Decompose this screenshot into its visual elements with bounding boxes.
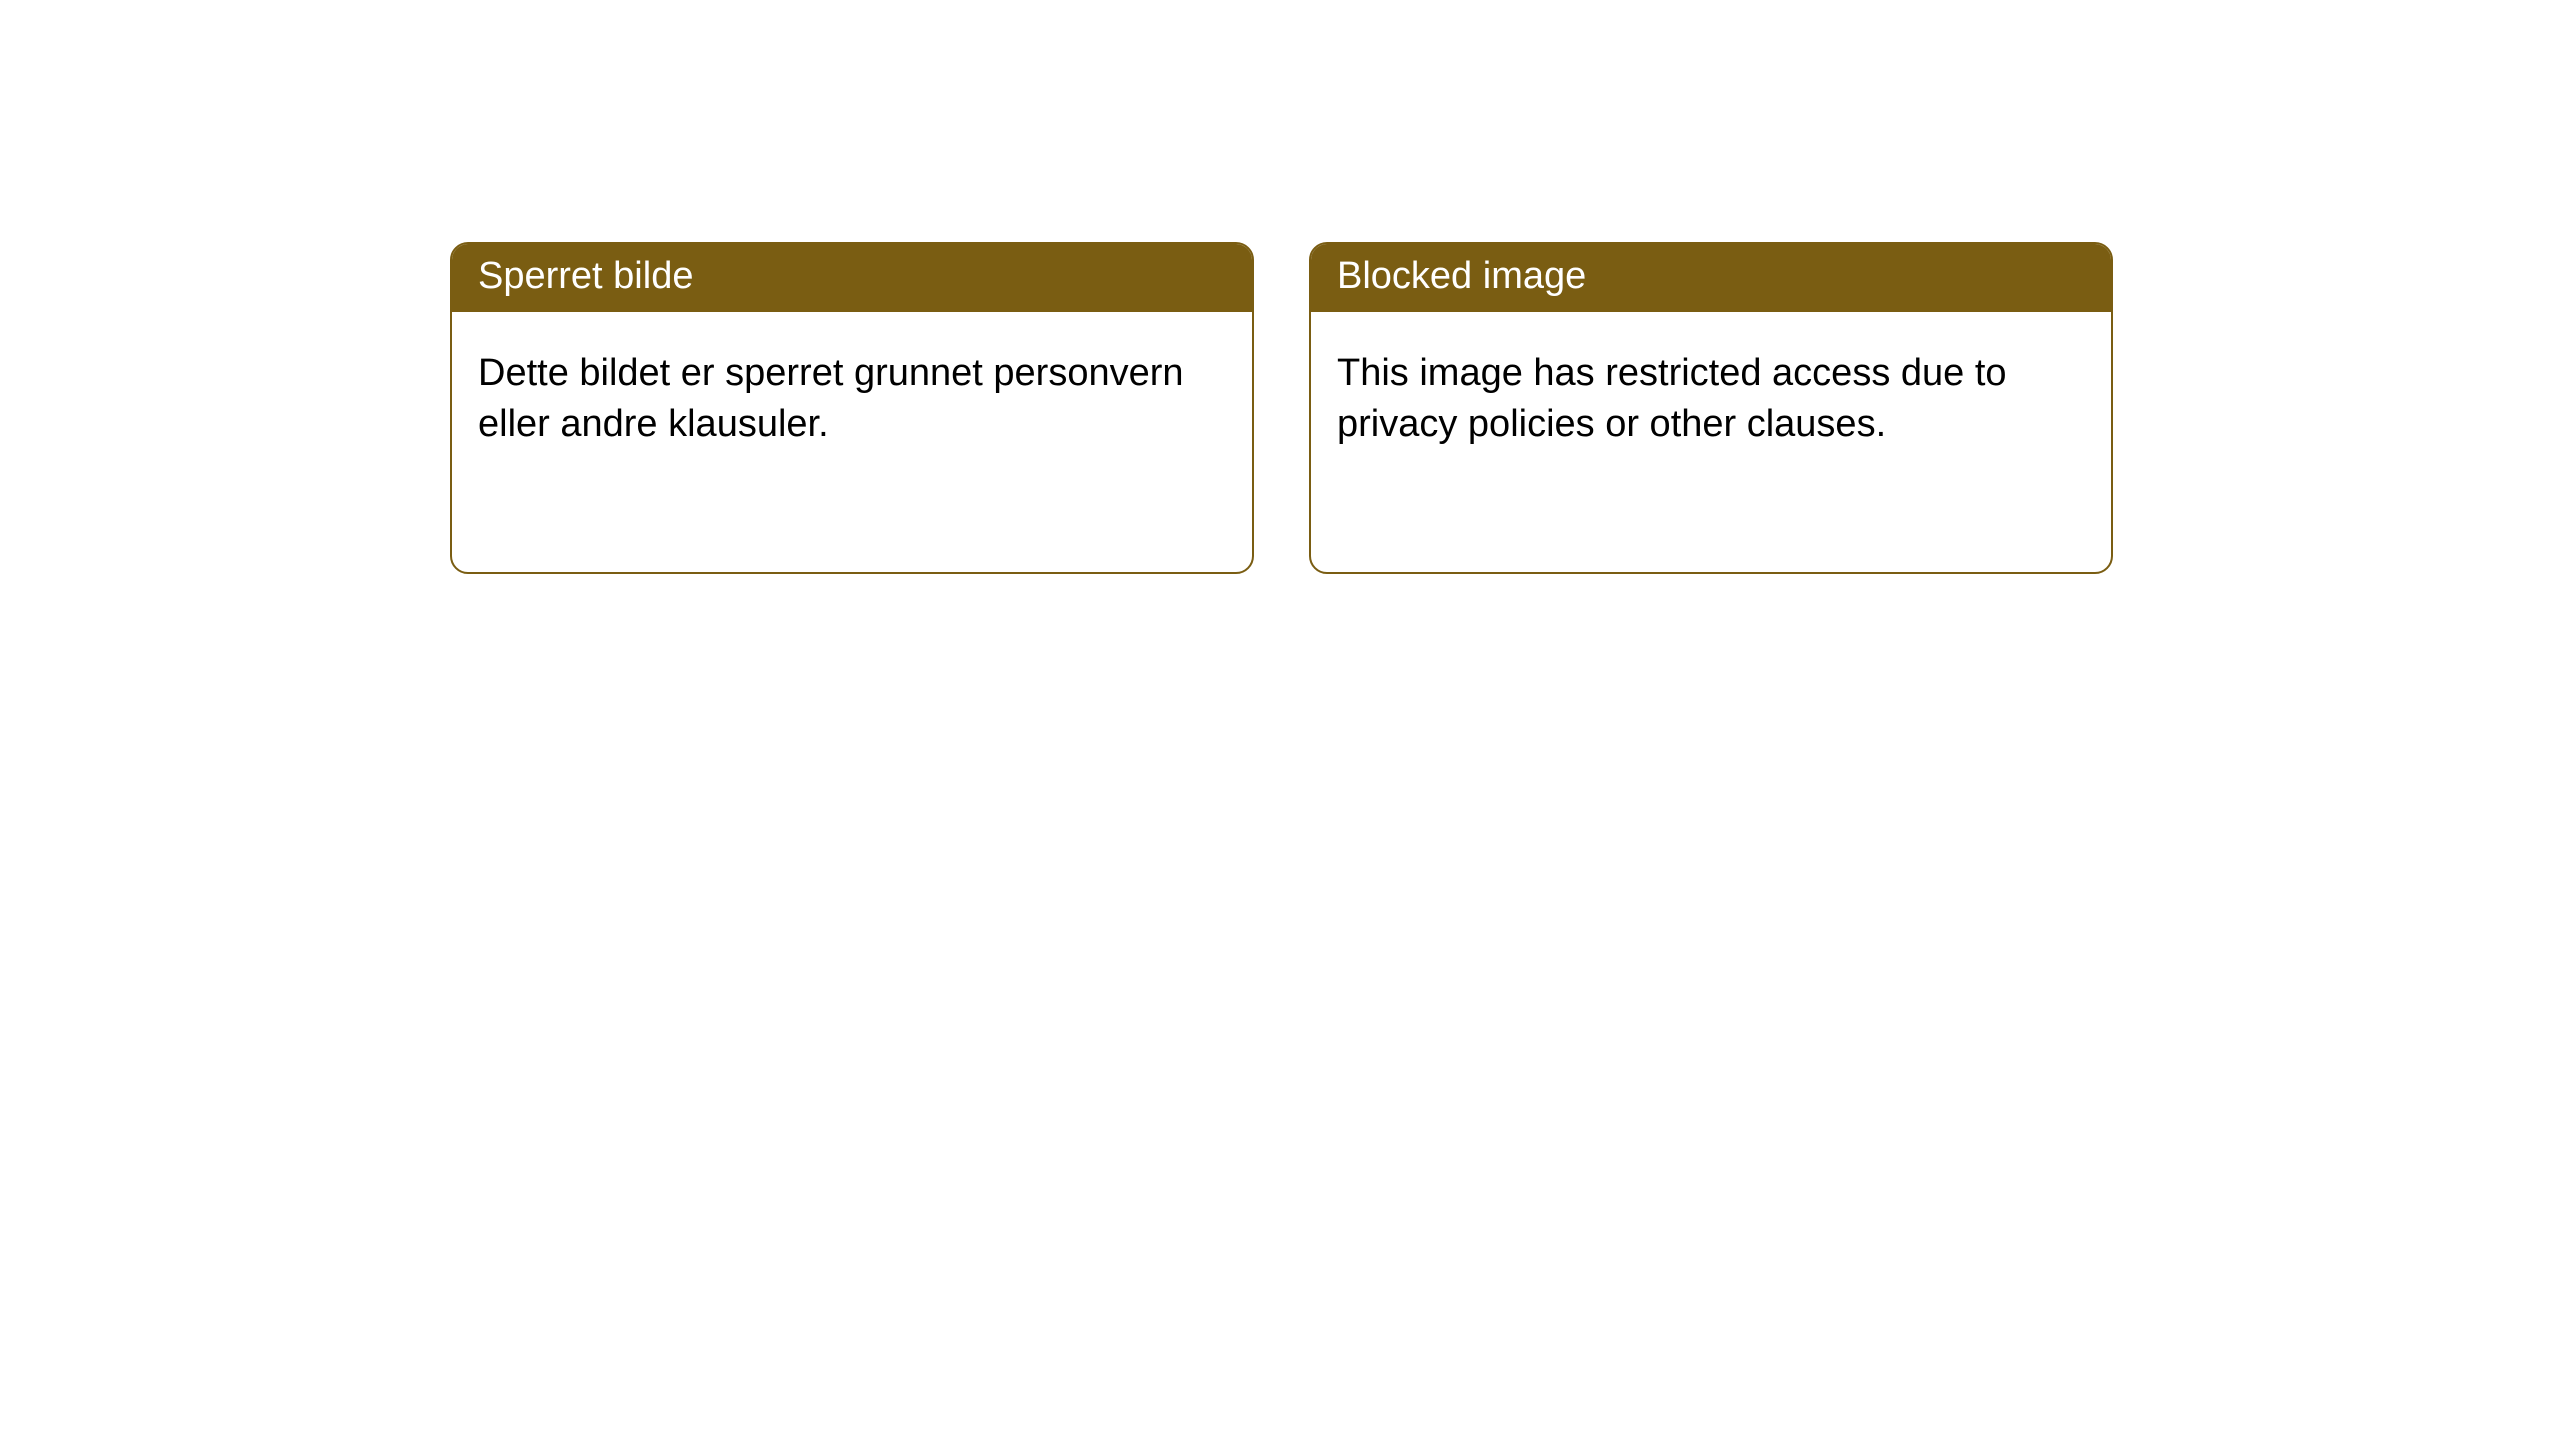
card-title: Sperret bilde [478,255,693,297]
card-body-text: Dette bildet er sperret grunnet personve… [478,352,1184,445]
card-body: Dette bildet er sperret grunnet personve… [452,312,1252,477]
card-body: This image has restricted access due to … [1311,312,2111,477]
message-cards-container: Sperret bilde Dette bildet er sperret gr… [0,0,2560,574]
card-body-text: This image has restricted access due to … [1337,352,2007,445]
card-title: Blocked image [1337,255,1586,297]
blocked-image-card-en: Blocked image This image has restricted … [1309,242,2113,574]
card-header: Sperret bilde [452,244,1252,312]
card-header: Blocked image [1311,244,2111,312]
blocked-image-card-no: Sperret bilde Dette bildet er sperret gr… [450,242,1254,574]
